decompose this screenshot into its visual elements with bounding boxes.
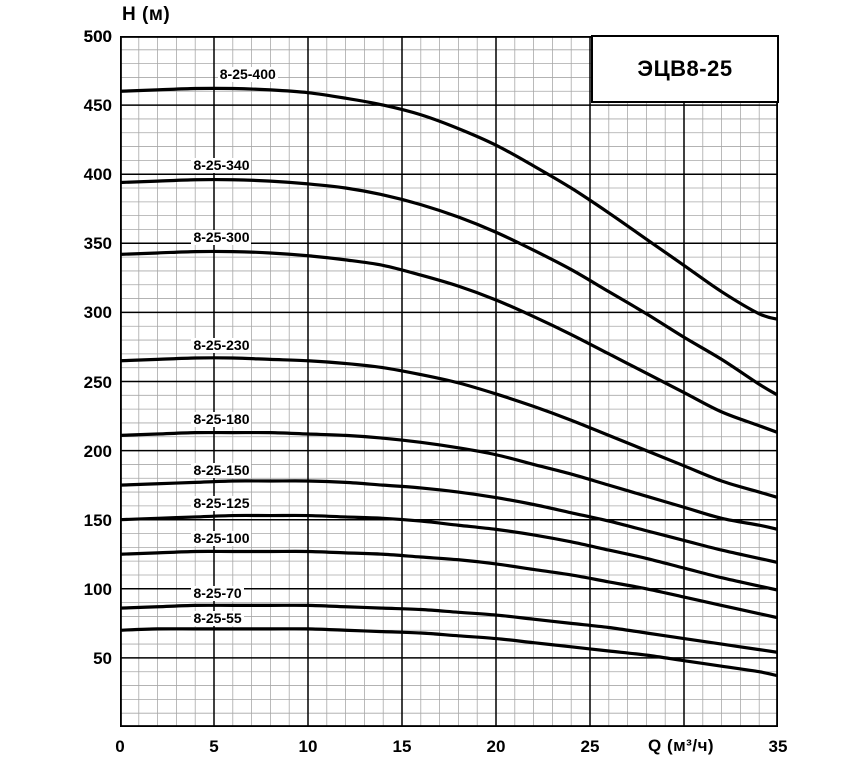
y-tick-350: 350	[83, 234, 112, 254]
y-tick-400: 400	[83, 165, 112, 185]
curve-label-8-25-150: 8-25-150	[191, 462, 252, 479]
curve-layer	[120, 86, 778, 678]
curve-label-8-25-300: 8-25-300	[191, 228, 252, 245]
curve-8-25-100	[120, 549, 778, 620]
curve-8-25-150	[120, 479, 778, 565]
curve-label-8-25-70: 8-25-70	[191, 585, 244, 602]
curve-8-25-340	[120, 177, 778, 397]
curve-label-8-25-230: 8-25-230	[191, 336, 252, 353]
curve-8-25-400	[120, 86, 778, 321]
x-tick-15: 15	[392, 737, 412, 756]
x-tick-35: 35	[768, 737, 788, 756]
y-tick-50: 50	[93, 648, 112, 668]
chart-title-box: ЭЦВ8-25	[591, 35, 779, 103]
curve-label-8-25-125: 8-25-125	[191, 495, 252, 512]
curve-8-25-70	[120, 603, 778, 654]
curve-8-25-125	[120, 513, 778, 592]
curve-label-8-25-55: 8-25-55	[191, 610, 244, 627]
y-axis-title: H (м)	[122, 4, 171, 25]
x-tick-20: 20	[486, 737, 506, 756]
curve-label-8-25-340: 8-25-340	[191, 156, 252, 173]
y-tick-150: 150	[83, 510, 112, 530]
curve-label-8-25-400: 8-25-400	[217, 65, 278, 82]
y-tick-450: 450	[83, 96, 112, 116]
x-tick-10: 10	[298, 737, 318, 756]
y-tick-500: 500	[83, 27, 112, 46]
x-tick-5: 5	[209, 737, 219, 756]
y-tick-200: 200	[83, 441, 112, 461]
curve-label-8-25-180: 8-25-180	[191, 411, 252, 428]
curve-8-25-180	[120, 430, 778, 531]
curve-label-8-25-100: 8-25-100	[191, 530, 252, 547]
curve-8-25-230	[120, 356, 778, 500]
chart-title: ЭЦВ8-25	[637, 56, 733, 81]
curve-8-25-300	[120, 249, 778, 435]
y-tick-100: 100	[83, 579, 112, 599]
x-tick-0: 0	[115, 737, 125, 756]
plot-frame	[120, 36, 778, 727]
x-tick-25: 25	[580, 737, 600, 756]
y-tick-500: 500	[83, 27, 112, 46]
x-axis-title: Q (м³/ч)	[648, 736, 715, 755]
y-tick-250: 250	[83, 372, 112, 392]
curve-8-25-55	[120, 627, 778, 678]
y-tick-300: 300	[83, 303, 112, 323]
